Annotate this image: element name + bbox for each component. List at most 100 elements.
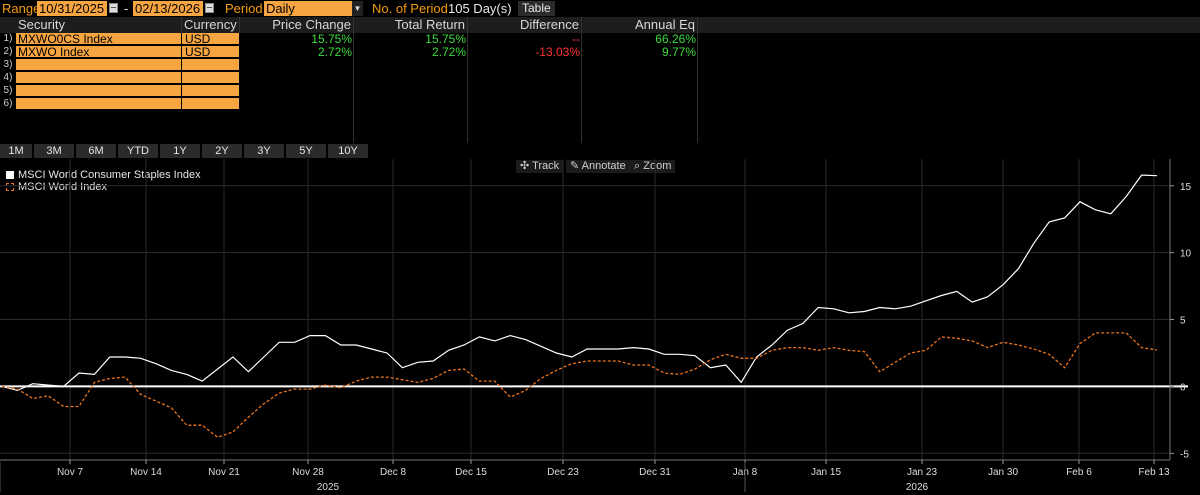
date-separator: - xyxy=(124,1,129,16)
annual-eq-cell xyxy=(582,85,698,97)
row-number: 5) xyxy=(3,85,13,96)
x-tick-label: Nov 21 xyxy=(208,467,240,478)
period-button-10y[interactable]: 10Y xyxy=(328,144,368,158)
annual-eq-cell xyxy=(582,59,698,71)
magnifier-icon: ⌕ xyxy=(634,160,641,172)
security-cell[interactable] xyxy=(16,72,181,84)
row-number: 3) xyxy=(3,59,13,70)
period-button-2y[interactable]: 2Y xyxy=(202,144,242,158)
x-tick-label: Dec 31 xyxy=(639,467,671,478)
x-tick-label: Feb 13 xyxy=(1138,467,1170,478)
legend-series-2[interactable]: MSCI World Index xyxy=(6,181,107,193)
currency-cell[interactable] xyxy=(182,85,239,97)
period-button-3m[interactable]: 3M xyxy=(34,144,74,158)
legend-series-1[interactable]: MSCI World Consumer Staples Index xyxy=(6,169,201,181)
table-button[interactable]: Table xyxy=(518,1,555,16)
header-total-return[interactable]: Total Return xyxy=(354,17,468,33)
security-cell[interactable] xyxy=(16,85,181,97)
year-label: 2026 xyxy=(906,482,929,493)
row-number: 6) xyxy=(3,98,13,109)
difference-cell xyxy=(468,72,582,84)
security-cell[interactable]: MXWO Index xyxy=(16,46,181,58)
period-label: Period xyxy=(225,1,263,16)
column-divider xyxy=(467,33,468,143)
table-row[interactable]: 3) xyxy=(0,59,1200,71)
total-return-cell xyxy=(354,59,468,71)
currency-cell[interactable] xyxy=(182,72,239,84)
crosshair-icon: ✣ xyxy=(520,160,530,172)
table-row[interactable]: 2) MXWO Index USD 2.72% 2.72% -13.03% 9.77% xyxy=(0,46,1200,58)
end-date-input[interactable]: 02/13/2026 xyxy=(133,1,203,16)
x-tick-label: Feb 6 xyxy=(1066,467,1092,478)
y-tick-label: 0 xyxy=(1180,382,1186,393)
annual-eq-cell: 9.77% xyxy=(661,45,696,59)
security-cell[interactable] xyxy=(16,98,181,110)
column-divider xyxy=(353,33,354,143)
total-return-cell xyxy=(354,85,468,97)
price-change-cell xyxy=(240,98,354,110)
x-tick-label: Jan 30 xyxy=(988,467,1018,478)
track-button[interactable]: ✣ Track xyxy=(516,160,564,173)
security-cell[interactable]: MXWO0CS Index xyxy=(16,33,181,45)
row-number: 2) xyxy=(3,46,13,57)
pencil-icon: ✎ xyxy=(570,160,580,172)
security-cell[interactable] xyxy=(16,59,181,71)
total-return-cell xyxy=(354,72,468,84)
currency-cell[interactable]: USD xyxy=(182,46,239,58)
header-security[interactable]: Security xyxy=(0,17,182,33)
price-change-cell xyxy=(240,59,354,71)
annual-eq-cell xyxy=(582,98,698,110)
range-label: Range xyxy=(2,1,41,16)
column-divider xyxy=(697,33,698,143)
securities-table: Security Currency Price Change Total Ret… xyxy=(0,17,1200,143)
period-button-3y[interactable]: 3Y xyxy=(244,144,284,158)
header-filler xyxy=(698,17,1200,33)
calendar-icon[interactable] xyxy=(205,3,214,13)
line-chart[interactable]: 15 10 5 0 -5 Nov 7 Nov 14 Nov 21 Nov 28 Dec 8 Dec … xyxy=(0,159,1200,495)
difference-cell xyxy=(468,85,582,97)
annotate-button[interactable]: ✎ Annotate xyxy=(566,160,630,173)
period-select[interactable]: Daily xyxy=(264,1,352,16)
y-tick-label: 5 xyxy=(1180,316,1186,327)
period-button-1y[interactable]: 1Y xyxy=(160,144,200,158)
num-period-value[interactable]: 105 Day(s) xyxy=(448,1,512,16)
x-tick-label: Nov 28 xyxy=(292,467,324,478)
currency-cell[interactable] xyxy=(182,59,239,71)
x-tick-label: Jan 23 xyxy=(907,467,937,478)
zoom-button[interactable]: ⌕ Zoom xyxy=(630,160,676,173)
x-tick-label: Jan 15 xyxy=(811,467,841,478)
x-tick-label: Nov 7 xyxy=(57,467,84,478)
header-price-change[interactable]: Price Change xyxy=(240,17,354,33)
header-annual-eq[interactable]: Annual Eq xyxy=(582,17,698,33)
table-row[interactable]: 1) MXWO0CS Index USD 15.75% 15.75% -- 66.26% xyxy=(0,33,1200,45)
series-consumer-staples-line[interactable] xyxy=(1,174,1158,392)
start-date-input[interactable]: 10/31/2025 xyxy=(37,1,107,16)
y-tick-label: 15 xyxy=(1180,182,1192,193)
period-button-5y[interactable]: 5Y xyxy=(286,144,326,158)
difference-cell xyxy=(468,98,582,110)
row-number: 1) xyxy=(3,33,13,44)
header-currency[interactable]: Currency xyxy=(182,17,240,33)
currency-cell[interactable]: USD xyxy=(182,33,239,45)
x-tick-label: Nov 14 xyxy=(130,467,162,478)
difference-cell: -13.03% xyxy=(535,45,580,59)
table-row[interactable]: 6) xyxy=(0,98,1200,110)
price-change-cell xyxy=(240,72,354,84)
chevron-down-icon[interactable]: ▼ xyxy=(352,1,363,16)
period-button-ytd[interactable]: YTD xyxy=(118,144,158,158)
currency-cell[interactable] xyxy=(182,98,239,110)
annual-eq-cell: 66.26% xyxy=(655,32,696,46)
header-difference[interactable]: Difference xyxy=(468,17,582,33)
period-button-6m[interactable]: 6M xyxy=(76,144,116,158)
price-change-cell: 15.75% xyxy=(311,32,352,46)
table-row[interactable]: 5) xyxy=(0,85,1200,97)
toolbar: Range 10/31/2025 - 02/13/2026 Period Dai… xyxy=(0,0,1200,17)
calendar-icon[interactable] xyxy=(109,3,118,13)
price-change-cell: 2.72% xyxy=(317,45,352,59)
y-tick-label: -5 xyxy=(1180,449,1189,460)
period-button-1m[interactable]: 1M xyxy=(0,144,32,158)
series-world-index-line[interactable] xyxy=(1,332,1158,439)
row-number: 4) xyxy=(3,72,13,83)
table-row[interactable]: 4) xyxy=(0,72,1200,84)
x-tick-label: Dec 15 xyxy=(455,467,487,478)
